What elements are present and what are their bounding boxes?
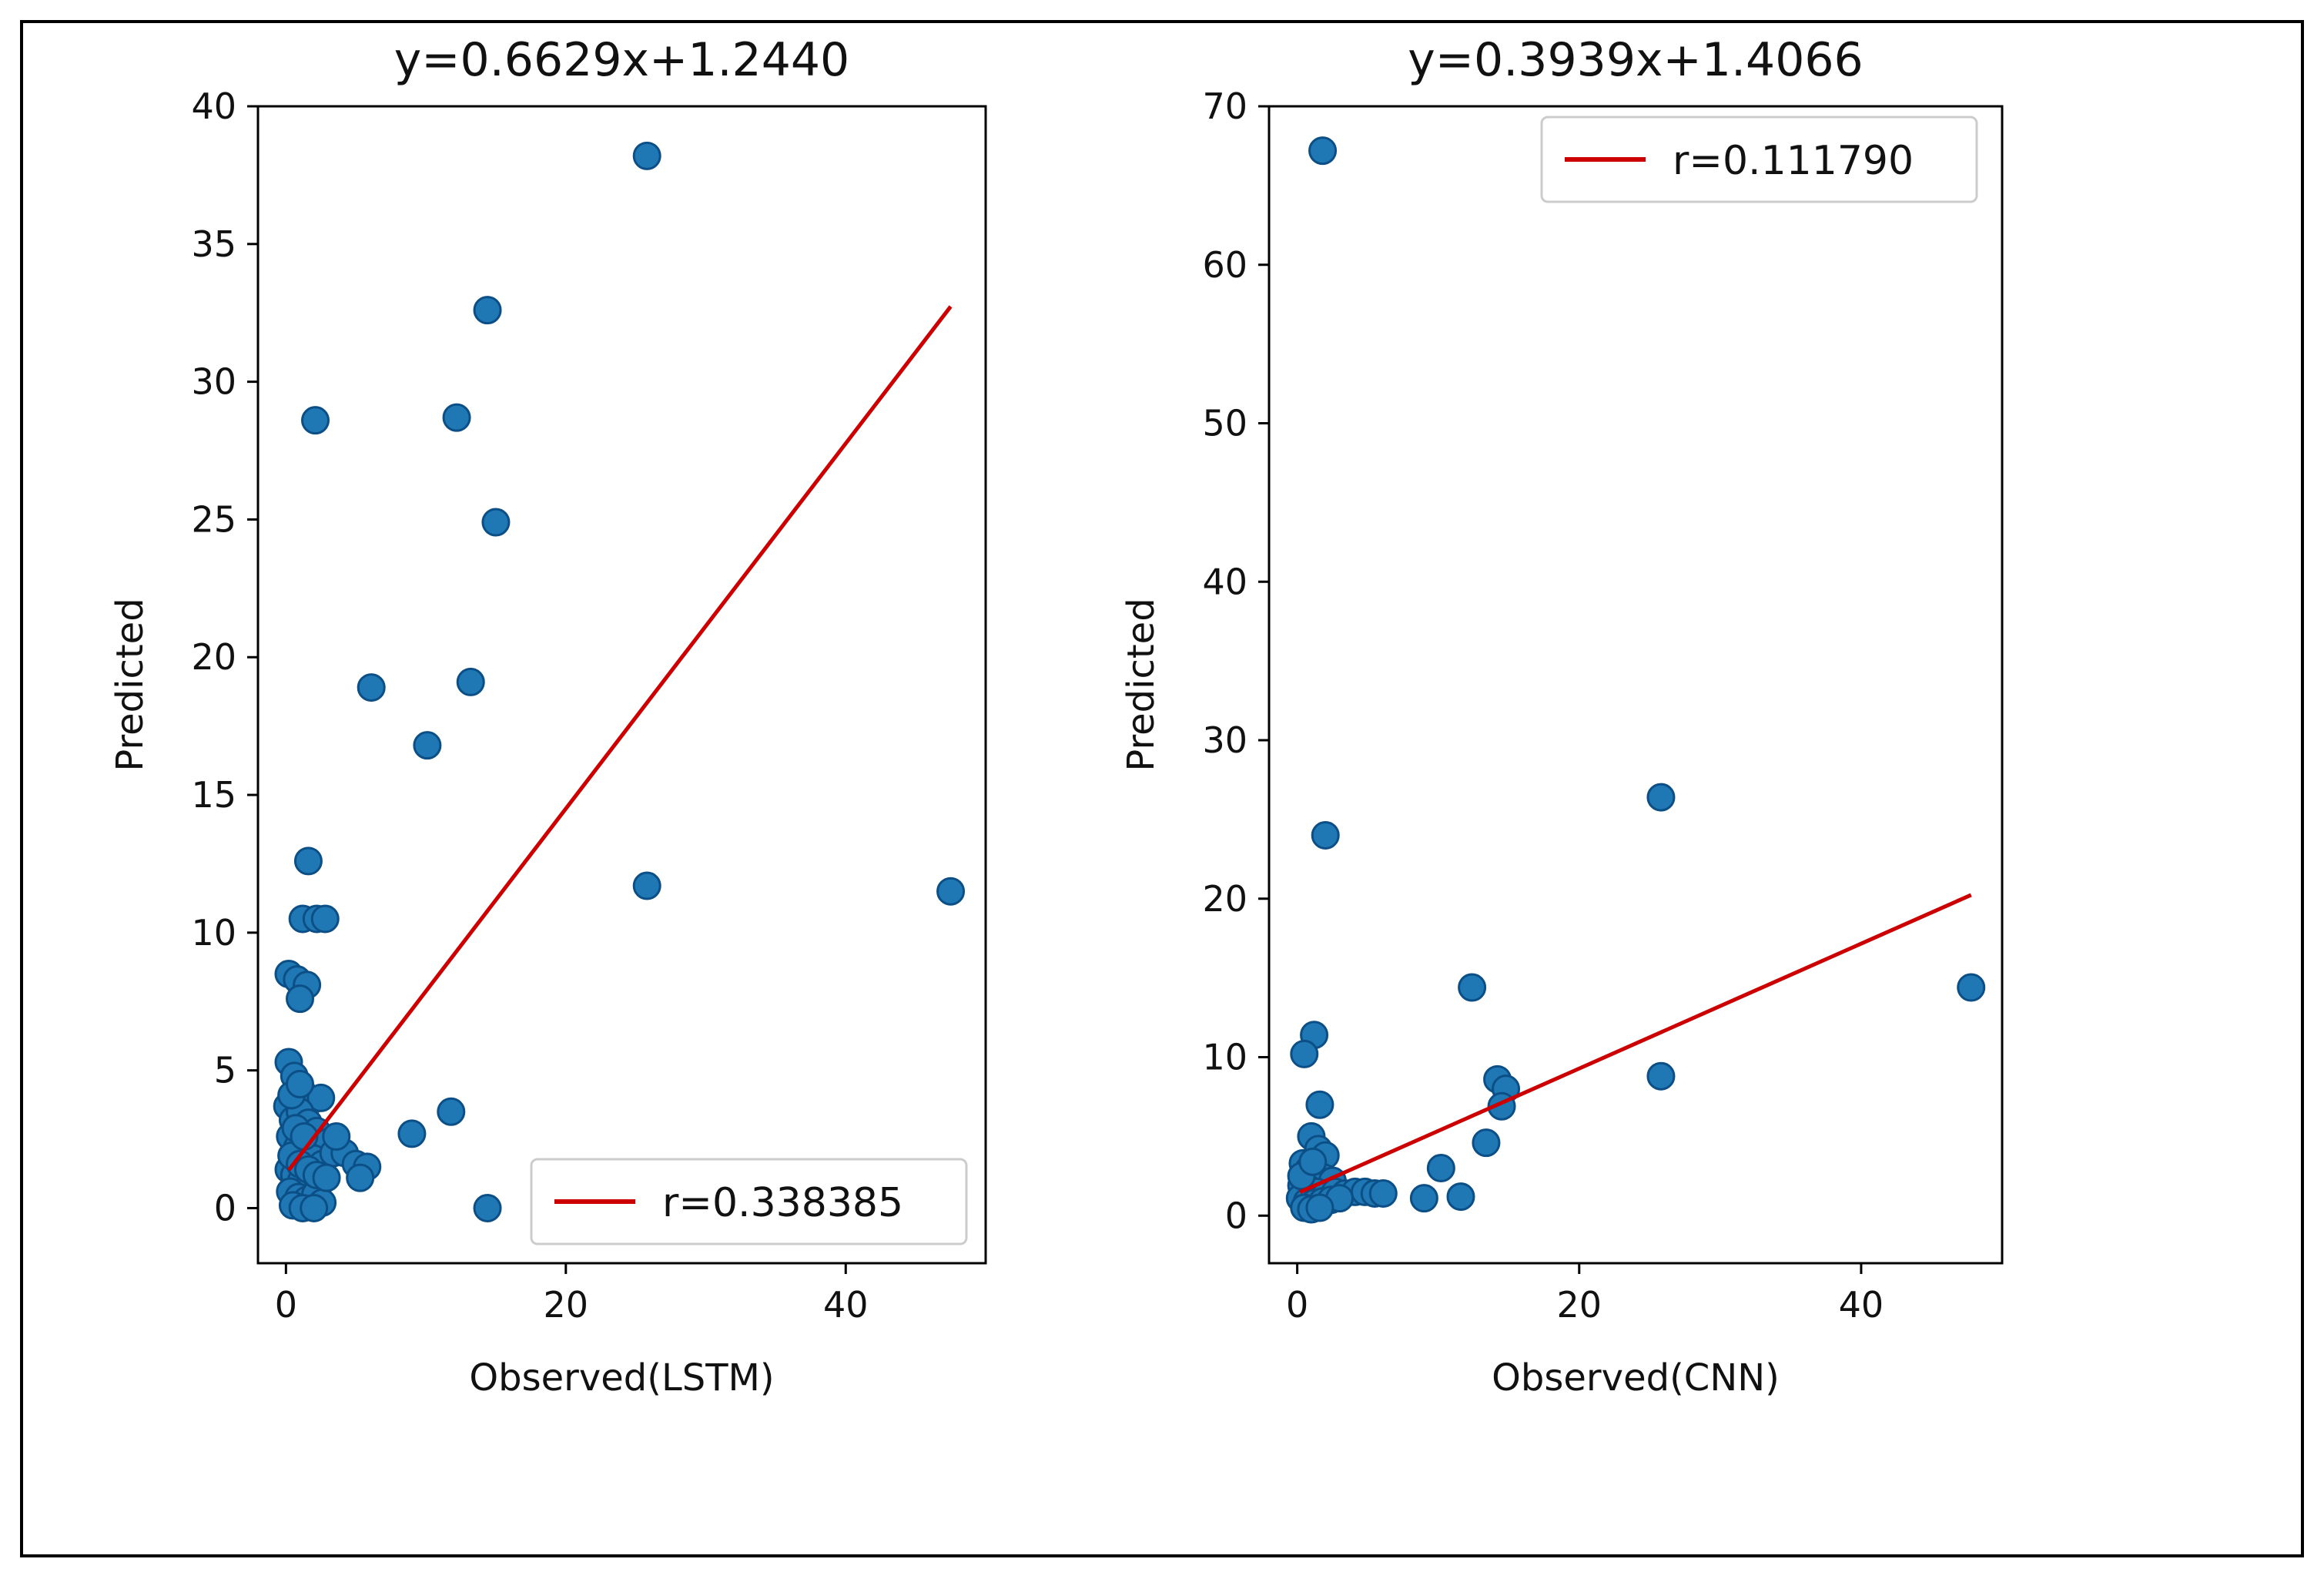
data-point (1305, 1090, 1334, 1119)
plot-frame (1267, 105, 2004, 1265)
plot-title: y=0.6629x+1.2440 (394, 33, 849, 87)
data-point (1446, 1182, 1475, 1212)
x-axis-label: Observed(CNN) (1492, 1356, 1780, 1400)
data-point (1409, 1184, 1438, 1213)
data-point (1368, 1178, 1398, 1208)
data-point (1290, 1039, 1319, 1068)
data-point (473, 1193, 502, 1222)
y-tick-label: 15 (191, 774, 236, 816)
y-tick-label: 70 (1202, 85, 1247, 127)
x-tick-label: 0 (275, 1284, 297, 1326)
x-axis-label: Observed(LSTM) (469, 1356, 774, 1400)
plot-title: y=0.3939x+1.4066 (1408, 33, 1863, 87)
plot-frame (256, 105, 987, 1265)
data-point (936, 877, 966, 906)
y-tick-label: 10 (191, 912, 236, 954)
data-point (286, 984, 315, 1014)
x-tick-label: 20 (544, 1284, 589, 1326)
x-tick-label: 40 (1839, 1284, 1884, 1326)
data-point (437, 1097, 466, 1126)
data-point (442, 403, 471, 432)
y-tick-label: 40 (191, 85, 236, 127)
data-point (1308, 136, 1338, 166)
cnn-scatter-plot: 0 20 40 0 10 20 30 40 50 60 70 y=0.3939x+1.4066 Obse… (1120, 33, 2004, 1400)
lstm-scatter-plot: 0 20 40 0 5 10 15 20 25 30 35 40 y=0.6629x+1.2440 Obs… (109, 33, 987, 1400)
data-point (481, 508, 511, 537)
figure-border (20, 20, 2304, 1557)
y-tick-label: 30 (1202, 719, 1247, 761)
y-tick-label: 60 (1202, 244, 1247, 286)
data-point (346, 1163, 375, 1192)
legend-box (530, 1158, 968, 1245)
legend-label: r=0.111790 (1673, 138, 1914, 184)
y-tick-label: 25 (191, 498, 236, 540)
data-point (1458, 973, 1487, 1002)
y-tick-label: 20 (191, 636, 236, 678)
data-point (1305, 1193, 1334, 1222)
data-point (1311, 820, 1340, 850)
x-tick-label: 40 (823, 1284, 869, 1326)
fit-line (286, 305, 953, 1172)
y-axis-label: Predicted (1120, 598, 1163, 771)
data-point (1957, 973, 1986, 1002)
data-point (413, 731, 442, 760)
data-point (312, 1163, 341, 1192)
data-point (397, 1119, 427, 1148)
y-tick-label: 20 (1202, 878, 1247, 920)
y-tick-label: 10 (1202, 1037, 1247, 1078)
data-point (322, 1121, 351, 1151)
data-point (632, 141, 661, 170)
data-point (301, 406, 330, 435)
data-point (286, 1070, 315, 1099)
data-point (300, 1193, 329, 1222)
y-tick-label: 35 (191, 223, 236, 265)
data-point (357, 673, 386, 702)
data-point (1426, 1154, 1455, 1183)
data-point (1646, 783, 1676, 812)
x-tick-label: 20 (1556, 1284, 1602, 1326)
data-point (473, 296, 502, 325)
y-tick-label: 5 (214, 1050, 236, 1091)
y-tick-label: 40 (1202, 561, 1247, 602)
data-point (632, 871, 661, 900)
y-tick-label: 30 (191, 361, 236, 403)
data-point (306, 1083, 336, 1112)
fit-line (1299, 893, 1972, 1194)
data-point (456, 667, 485, 696)
data-point (310, 904, 340, 934)
data-point (293, 846, 323, 876)
legend-label: r=0.338385 (662, 1180, 903, 1226)
y-tick-label: 50 (1202, 403, 1247, 444)
data-point (1646, 1061, 1676, 1091)
y-tick-label: 0 (214, 1187, 236, 1229)
data-point (1472, 1128, 1501, 1158)
legend-box (1540, 116, 1978, 203)
data-point (1298, 1147, 1328, 1176)
y-axis-label: Predicted (109, 598, 152, 771)
x-tick-label: 0 (1286, 1284, 1308, 1326)
y-tick-label: 0 (1225, 1195, 1247, 1236)
